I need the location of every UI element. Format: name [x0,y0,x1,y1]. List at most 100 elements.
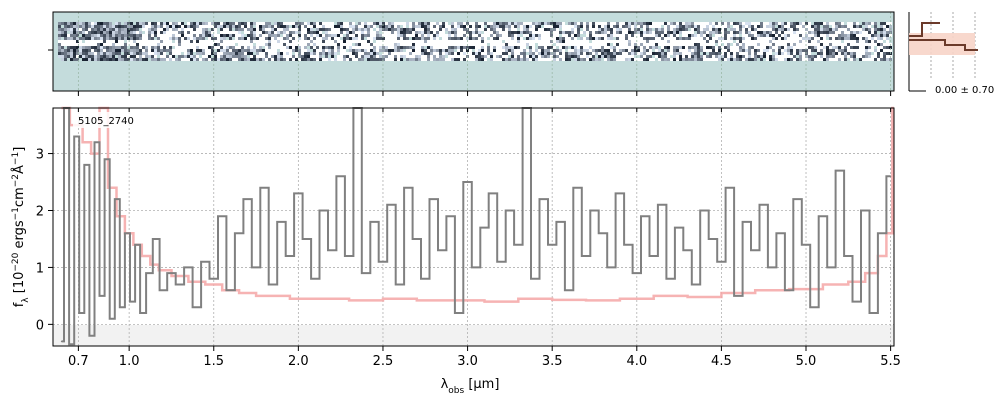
flux-point [221,215,223,217]
spectrum-2d-pixel [847,40,850,43]
spectrum-2d-pixel [352,55,355,58]
spectrum-2d-pixel [655,34,658,37]
spectrum-2d-pixel [670,43,673,46]
spectrum-2d-pixel [106,25,109,28]
spectrum-2d-pixel [634,25,637,28]
spectrum-2d-pixel [763,40,766,43]
spectrum-2d-pixel [88,40,91,43]
spectrum-2d-pixel [682,28,685,31]
spectrum-2d-pixel [538,49,541,52]
spectrum-2d-pixel [724,40,727,43]
spectrum-2d-pixel [589,37,592,40]
spectrum-2d-pixel [103,40,106,43]
spectrum-2d-pixel [133,28,136,31]
spectrum-2d-pixel [631,52,634,55]
spectrum-2d-pixel [550,22,553,25]
spectrum-2d-pixel [289,40,292,43]
spectrum-2d-pixel [721,25,724,28]
spectrum-2d-pixel [538,31,541,34]
spectrum-2d-pixel [415,52,418,55]
spectrum-2d-pixel [472,58,475,61]
spectrum-2d-pixel [73,28,76,31]
spectrum-2d-pixel [664,31,667,34]
spectrum-2d-pixel [790,46,793,49]
spectrum-2d-pixel [688,34,691,37]
spectrum-2d-pixel [478,25,481,28]
spectrum-2d-pixel [439,52,442,55]
spectrum-2d-pixel [133,43,136,46]
spectrum-2d-pixel [445,58,448,61]
spectrum-2d-pixel [796,28,799,31]
spectrum-2d-pixel [820,52,823,55]
spectrum-2d-pixel [370,43,373,46]
spectrum-2d-pixel [178,55,181,58]
spectrum-2d-pixel [265,55,268,58]
spectrum-2d-pixel [70,43,73,46]
spectrum-2d-pixel [349,49,352,52]
spectrum-2d-pixel [451,34,454,37]
spectrum-2d-pixel [91,52,94,55]
spectrum-2d-pixel [853,25,856,28]
spectrum-2d-pixel [574,28,577,31]
spectrum-2d-pixel [829,52,832,55]
spectrum-2d-pixel [100,58,103,61]
spectrum-2d-pixel [637,34,640,37]
spectrum-2d-pixel [634,58,637,61]
spectrum-2d-pixel [703,28,706,31]
spectrum-2d-pixel [262,43,265,46]
spectrum-2d-pixel [787,43,790,46]
spectrum-2d-pixel [805,40,808,43]
spectrum-2d-pixel [247,49,250,52]
spectrum-2d-pixel [463,58,466,61]
spectrum-2d-pixel [739,31,742,34]
spectrum-2d-pixel [523,49,526,52]
spectrum-2d-pixel [508,49,511,52]
spectrum-2d-pixel [76,40,79,43]
spectrum-2d-pixel [82,31,85,34]
spectrum-2d-pixel [439,22,442,25]
spectrum-2d-pixel [607,58,610,61]
spectrum-2d-pixel [490,49,493,52]
spectrum-2d-pixel [751,22,754,25]
spectrum-2d-pixel [526,31,529,34]
spectrum-2d-pixel [313,22,316,25]
spectrum-2d-pixel [742,34,745,37]
spectrum-2d-pixel [178,43,181,46]
spectrum-2d-pixel [64,43,67,46]
spectrum-2d-pixel [712,28,715,31]
spectrum-2d-pixel [631,46,634,49]
spectrum-2d-pixel [346,25,349,28]
spectrum-2d-pixel [304,40,307,43]
spectrum-2d-pixel [364,34,367,37]
spectrum-2d-pixel [751,49,754,52]
spectrum-2d-pixel [760,40,763,43]
spectrum-2d-pixel [793,58,796,61]
spectrum-2d-pixel [100,55,103,58]
spectrum-2d-pixel [577,58,580,61]
spectrum-2d-pixel [538,28,541,31]
spectrum-2d-pixel [523,52,526,55]
spectrum-2d-pixel [346,40,349,43]
spectrum-2d-pixel [886,28,889,31]
spectrum-2d-pixel [790,28,793,31]
spectrum-2d-pixel [160,52,163,55]
spectrum-2d-pixel [238,52,241,55]
spectrum-2d-pixel [94,31,97,34]
spectrum-2d-pixel [406,22,409,25]
spectrum-2d-pixel [190,25,193,28]
spectrum-2d-pixel [652,25,655,28]
spectrum-2d-pixel [142,43,145,46]
spectrum-2d-pixel [706,25,709,28]
spectrum-2d-pixel [223,22,226,25]
spectrum-2d-pixel [205,40,208,43]
spectrum-2d-pixel [775,31,778,34]
spectrum-2d-pixel [226,34,229,37]
spectrum-2d-pixel [547,28,550,31]
spectrum-2d-pixel [871,58,874,61]
spectrum-2d-pixel [235,28,238,31]
spectrum-2d-pixel [637,43,640,46]
spectrum-2d-pixel [229,22,232,25]
spectrum-2d-pixel [574,22,577,25]
spectrum-2d-pixel [871,34,874,37]
spectrum-2d-pixel [148,34,151,37]
